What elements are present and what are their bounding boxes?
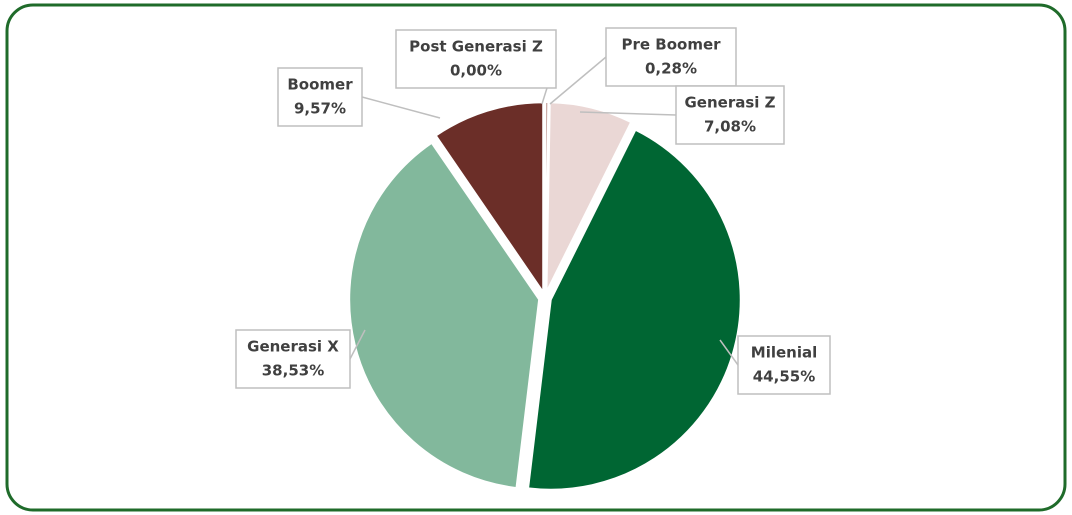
slice-value: 7,08% [704, 118, 756, 136]
slice-value: 38,53% [262, 362, 324, 380]
label-box [675, 85, 785, 145]
label-box [235, 329, 351, 389]
leader-line [349, 329, 366, 360]
label-box [395, 29, 557, 89]
leader-line [719, 339, 739, 366]
label-box [605, 27, 737, 87]
slice-name: Generasi X [247, 338, 339, 356]
pie-slice [545, 101, 633, 293]
slice-value: 44,55% [753, 368, 815, 386]
slice-name: Pre Boomer [621, 36, 721, 54]
leader-line [549, 56, 607, 105]
pie-slice [434, 101, 545, 296]
label-box [737, 335, 831, 395]
slice-name: Boomer [287, 76, 353, 94]
label-box [277, 67, 363, 127]
slice-name: Post Generasi Z [409, 38, 543, 56]
leader-line [579, 111, 677, 116]
pie-slice [526, 128, 742, 491]
slice-value: 9,57% [294, 100, 346, 118]
slice-value: 0,00% [450, 62, 502, 80]
slice-name: Milenial [751, 344, 817, 362]
slice-name: Generasi Z [684, 94, 775, 112]
pie-slice [348, 141, 541, 490]
slice-value: 0,28% [645, 60, 697, 78]
leader-line [361, 96, 441, 119]
